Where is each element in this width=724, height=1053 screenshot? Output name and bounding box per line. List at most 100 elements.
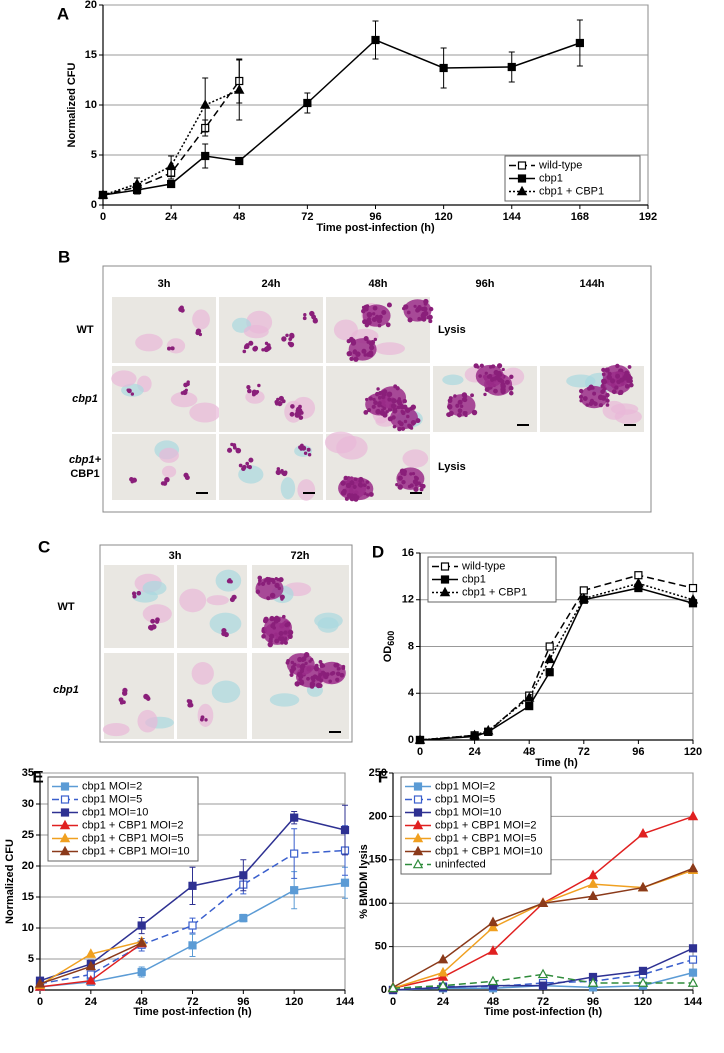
yeast — [269, 633, 275, 639]
yeast — [289, 411, 295, 417]
yeast — [298, 445, 302, 450]
yeast — [426, 315, 431, 320]
micrograph — [112, 434, 216, 500]
yeast — [131, 591, 137, 596]
legend-label: cbp1 MOI=5 — [435, 793, 495, 805]
legend-label: wild-type — [538, 159, 582, 171]
marker — [85, 974, 97, 985]
marker — [637, 977, 649, 987]
marker — [587, 890, 599, 901]
legend-marker — [517, 161, 527, 170]
marker — [290, 849, 299, 858]
yeast — [269, 592, 276, 599]
legend-label: cbp1 MOI=10 — [435, 806, 501, 818]
marker — [578, 592, 590, 603]
yeast — [397, 426, 402, 432]
marker — [340, 825, 350, 835]
x-tick-label: 0 — [417, 746, 423, 758]
yeast — [420, 306, 425, 312]
x-tick-label: 0 — [100, 211, 106, 223]
yeast — [325, 672, 330, 677]
yeast — [493, 388, 498, 394]
legend-marker — [412, 858, 424, 869]
yeast — [406, 414, 410, 419]
clump — [390, 406, 419, 430]
marker — [235, 156, 244, 166]
cell — [191, 662, 214, 685]
y-tick-label: 10 — [22, 922, 34, 934]
y-tick-label: 0 — [408, 734, 414, 746]
yeast — [136, 590, 142, 596]
yeast — [186, 699, 191, 704]
yeast — [403, 304, 409, 310]
yeast — [281, 614, 286, 619]
cell — [189, 402, 221, 423]
marker — [544, 653, 555, 664]
legend-marker — [440, 562, 450, 571]
y-tick-label: 10 — [85, 99, 97, 111]
yeast — [285, 660, 290, 665]
yeast — [348, 351, 353, 356]
x-tick-label: 144 — [336, 996, 355, 1008]
yeast — [350, 338, 356, 344]
micrograph — [104, 565, 174, 648]
yeast — [610, 378, 616, 384]
yeast — [246, 465, 250, 469]
yeast — [598, 403, 603, 408]
yeast — [377, 396, 382, 400]
y-tick-label: 0 — [28, 984, 34, 996]
marker — [239, 913, 248, 923]
yeast — [364, 322, 370, 328]
yeast — [605, 403, 610, 407]
yeast — [122, 700, 126, 705]
yeast — [257, 383, 261, 388]
cell — [197, 703, 214, 727]
x-tick-label: 24 — [165, 211, 178, 223]
cell — [333, 319, 358, 341]
yeast — [335, 677, 340, 682]
yeast — [309, 684, 315, 689]
marker — [575, 38, 584, 48]
yeast — [385, 322, 391, 328]
yeast — [447, 404, 453, 410]
legend-marker — [413, 782, 423, 791]
legend-label: cbp1 MOI=5 — [82, 793, 142, 805]
yeast — [614, 385, 619, 390]
yeast — [274, 401, 280, 406]
marker — [387, 982, 399, 993]
panel-letter: A — [57, 4, 69, 23]
yeast — [267, 641, 273, 648]
x-tick-label: 24 — [85, 996, 98, 1008]
yeast — [397, 420, 402, 425]
yeast — [164, 476, 170, 483]
column-label: 3h — [158, 278, 171, 290]
yeast — [473, 363, 479, 369]
yeast — [247, 388, 252, 394]
yeast — [221, 628, 227, 634]
yeast — [400, 471, 405, 476]
yeast — [629, 382, 634, 388]
yeast — [341, 664, 346, 669]
y-tick-label: 100 — [369, 897, 387, 909]
yeast — [400, 409, 404, 414]
cell — [142, 580, 167, 596]
yeast — [126, 388, 130, 392]
yeast — [363, 409, 369, 415]
y-tick-label: 5 — [28, 953, 34, 965]
x-tick-label: 48 — [487, 996, 499, 1008]
yeast — [379, 410, 386, 416]
yeast — [248, 457, 254, 463]
yeast — [419, 483, 424, 488]
y-tick-label: 250 — [369, 767, 387, 779]
marker — [545, 642, 554, 651]
yeast — [295, 408, 301, 414]
yeast — [291, 666, 297, 671]
yeast — [471, 409, 478, 416]
yeast — [400, 426, 406, 431]
legend-marker — [517, 174, 527, 183]
marker — [439, 63, 448, 73]
legend-marker — [439, 586, 451, 597]
marker — [538, 981, 548, 990]
yeast — [287, 629, 294, 636]
